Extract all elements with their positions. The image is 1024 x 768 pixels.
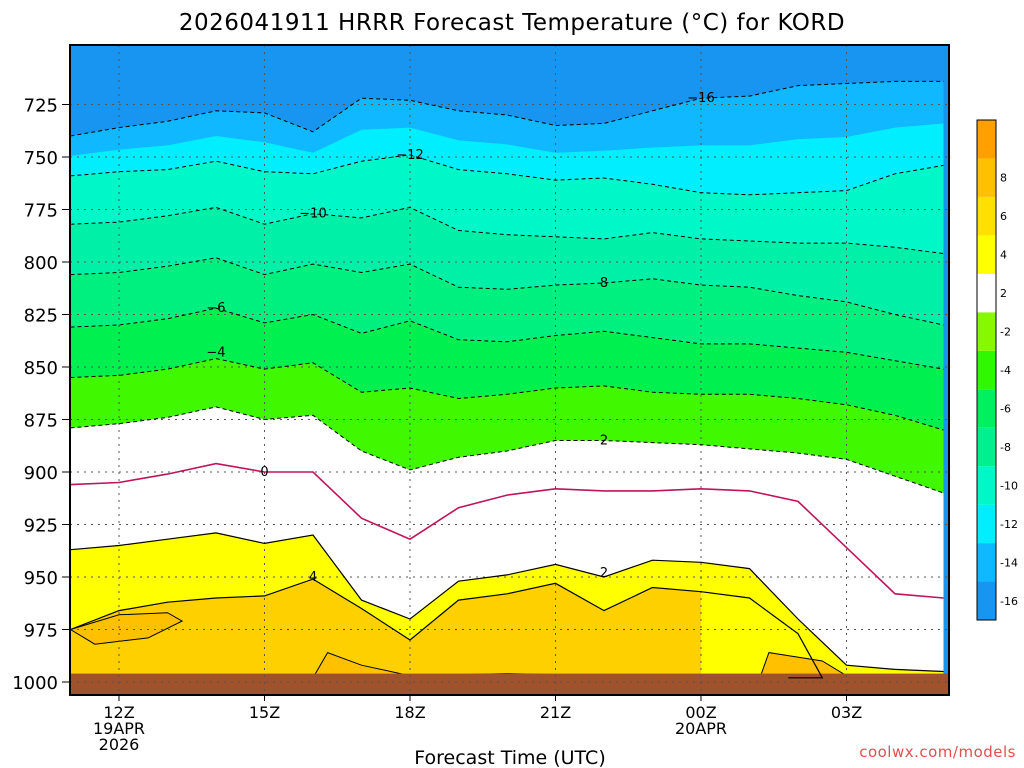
colorbar-frame [976, 119, 997, 621]
x-tick-label-24-0: 00Z [685, 703, 716, 722]
contour-line-4-9 [70, 578, 702, 641]
x-tick-label-18-0: 18Z [394, 703, 425, 722]
credit-text: coolwx.com/models [859, 743, 1016, 761]
x-tick-label-12-0: 12Z [103, 703, 134, 722]
y-tick-label-850: 850 [24, 358, 58, 379]
y-tick-label-900: 900 [24, 463, 58, 484]
x-tick-label-15-0: 15Z [249, 703, 280, 722]
colorbar-swatch-5 [977, 389, 996, 428]
contour-line--8-3 [70, 257, 944, 326]
y-tick-label-725: 725 [24, 96, 58, 117]
contour-label-4: −6 [206, 301, 225, 316]
contour-line--6-4 [70, 307, 944, 370]
y-tick-label-750: 750 [24, 148, 58, 169]
contour-line-2-8 [70, 532, 944, 673]
colorbar-swatch-11 [977, 158, 996, 197]
colorbar-swatch-8 [977, 273, 996, 313]
contour-label-2: −10 [299, 207, 326, 222]
contour-label-0: −16 [687, 91, 714, 106]
colorbar-label-11: 8 [1000, 172, 1007, 185]
contour-label-7: 0 [260, 465, 268, 480]
colorbar-swatch-12 [977, 120, 996, 159]
y-tick-label-775: 775 [24, 201, 58, 222]
colorbar-label-5: -6 [1000, 402, 1011, 415]
colorbar-label-9: 4 [1000, 249, 1007, 262]
colorbar-swatch-9 [977, 235, 996, 274]
y-tick-label-875: 875 [24, 411, 58, 432]
contour-line--4-5 [70, 358, 944, 431]
plot-frame [69, 44, 950, 696]
ground-surface [70, 673, 949, 695]
colorbar-swatch-10 [977, 196, 996, 236]
y-tick-label-950: 950 [24, 568, 58, 589]
contour-label-9: 4 [309, 570, 317, 585]
warm-core-3 [70, 612, 184, 645]
y-axis: 1000 975 950 925 900 875 850 825 800 775 750 725 [12, 96, 70, 694]
contour-lines: −16 −12 −10 8 −6 −4 2 0 2 4 [70, 80, 944, 679]
colorbar-label-10: 6 [1000, 210, 1007, 223]
x-tick-label-12-2: 2026 [99, 735, 140, 754]
colorbar-swatch-3 [977, 466, 996, 505]
colorbar-legend: -16 -14 -12 -10 -8 -6 -4 -2 2 4 6 8 [976, 119, 1018, 621]
chart-title: 2026041911 HRRR Forecast Temperature (°C… [179, 10, 845, 36]
colorbar-label-4: -8 [1000, 441, 1011, 454]
contour-label-8: 2 [600, 566, 608, 581]
y-tick-label-825: 825 [24, 306, 58, 327]
x-tick-label-24-1: 20APR [675, 719, 727, 738]
colorbar-label-1: -14 [1000, 556, 1018, 569]
colorbar-label-3: -10 [1000, 479, 1018, 492]
contour-line-0-7 [70, 462, 944, 599]
contour-line--10-2 [70, 206, 944, 255]
plot-area [70, 45, 949, 695]
y-tick-label-800: 800 [24, 253, 58, 274]
contour-line-4-10 [700, 591, 824, 679]
colorbar-label-2: -12 [1000, 518, 1018, 531]
x-axis-label: Forecast Time (UTC) [414, 747, 605, 768]
colorbar-swatch-4 [977, 427, 996, 467]
y-tick-label-975: 975 [24, 621, 58, 642]
x-tick-label-21-0: 21Z [540, 703, 571, 722]
y-tick-label-1000: 1000 [12, 673, 58, 694]
colorbar-label-0: -16 [1000, 595, 1018, 608]
colorbar-swatch-7 [977, 312, 996, 351]
contour-label-6: 2 [600, 434, 608, 449]
contour-label-1: −12 [396, 148, 423, 163]
colorbar-label-6: -4 [1000, 364, 1011, 377]
contour-label-5: −4 [206, 345, 225, 360]
contour-line--16-0 [70, 80, 944, 137]
contour-line--2-6 [70, 406, 944, 494]
colorbar-label-7: -2 [1000, 326, 1011, 339]
colorbar-swatch-1 [977, 543, 996, 582]
colorbar-swatch-6 [977, 350, 996, 390]
x-tick-label-27-0: 03Z [831, 703, 862, 722]
colorbar-swatch-0 [977, 581, 996, 620]
band-fill-4 [70, 579, 701, 695]
y-tick-label-925: 925 [24, 516, 58, 537]
colorbar-swatch-2 [977, 504, 996, 544]
contour-label-3: 8 [600, 276, 608, 291]
contour-line--12-1 [70, 154, 944, 196]
x-tick-label-12-1: 19APR [93, 719, 145, 738]
colorbar-label-8: 2 [1000, 287, 1007, 300]
